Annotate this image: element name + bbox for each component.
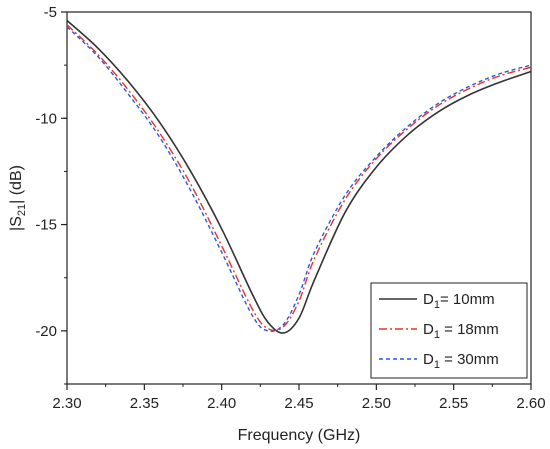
legend-label-subscript: 1 [434, 299, 440, 311]
axes-layer: 2.30 2.35 2.40 2.45 2.50 2.55 2.60 -5 -10 -15 -20 [35, 4, 545, 412]
x-tick-label: 2.60 [516, 395, 545, 412]
legend-label-2: D1 = 18mm [423, 321, 499, 341]
series-line-3 [66, 26, 532, 333]
series-line-2 [66, 24, 532, 332]
x-tick-label: 2.45 [284, 395, 313, 412]
x-tick-label: 2.35 [130, 395, 159, 412]
legend-label-subscript: 1 [434, 359, 440, 371]
x-axis-title: Frequency (GHz) [238, 427, 361, 444]
x-tick-label: 2.30 [52, 395, 81, 412]
x-tick-label: 2.40 [207, 395, 236, 412]
y-tick-label: -15 [35, 217, 57, 234]
legend-label-main: D [423, 351, 434, 368]
legend-label-1: D1= 10mm [423, 291, 495, 311]
y-axis-title-prefix: |S [8, 216, 25, 231]
legend-label-rest: = 10mm [440, 291, 495, 308]
y-tick-label: -20 [35, 323, 57, 340]
legend-label-subscript: 1 [434, 329, 440, 341]
legend-label-3: D1 = 30mm [423, 351, 499, 371]
y-axis-title-subscript: 21 [16, 204, 28, 216]
legend-label-main: D [423, 291, 434, 308]
series-layer [66, 19, 532, 334]
legend-label-main: D [423, 321, 434, 338]
series-line-1 [66, 19, 532, 334]
x-tick-label: 2.55 [439, 395, 468, 412]
y-tick-label: -5 [44, 4, 57, 21]
legend-label-rest: = 30mm [440, 351, 499, 368]
y-tick-label: -10 [35, 110, 57, 127]
x-tick-label: 2.50 [362, 395, 391, 412]
y-axis-title-suffix: | (dB) [8, 165, 25, 204]
y-axis-title: |S21| (dB) [8, 165, 28, 231]
legend-label-rest: = 18mm [440, 321, 499, 338]
